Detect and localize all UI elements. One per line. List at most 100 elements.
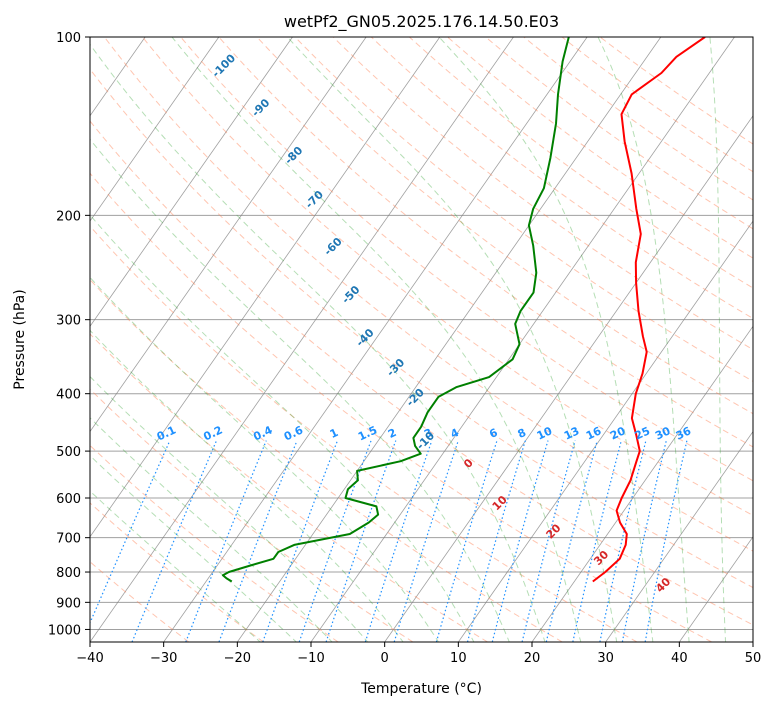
moist-adiabat [709, 37, 727, 642]
mixing-ratio-label: 10 [535, 424, 555, 442]
x-axis-ticks: −40 −30 −20 −10 0 10 20 30 40 50 [76, 642, 761, 666]
y-axis-label: Pressure (hPa) [12, 289, 28, 389]
moist-adiabat-label: 0 [461, 456, 476, 471]
mixing-ratio-line [90, 440, 171, 625]
dry-adiabat [561, 37, 753, 173]
moist-adiabat [90, 276, 440, 642]
x-axis-label: Temperature (°C) [360, 681, 482, 697]
in-plot-labels: 0.1 0.2 0.4 0.6 1 1.5 2 3 4 6 8 10 13 16 20 25 30 36-100-… [155, 51, 694, 595]
mixing-ratio-line [491, 440, 549, 642]
moist-adiabat [90, 329, 404, 642]
moist-adiabat [90, 43, 546, 642]
dewpoint-profile [221, 37, 570, 583]
mixing-ratio-label: 1 [328, 426, 340, 441]
skewed-isotherm-gridlines [0, 37, 753, 642]
mixing-ratio-label: 8 [516, 426, 528, 441]
dry-adiabat [90, 68, 753, 589]
dry-adiabat-label: -20 [404, 386, 427, 409]
x-tick-label: −10 [297, 651, 324, 666]
isotherm-line [90, 37, 514, 642]
dry-adiabat-label: -100 [209, 51, 238, 80]
moist-adiabat [171, 37, 582, 642]
dry-adiabat [370, 37, 753, 320]
isobar-gridlines [90, 37, 753, 630]
y-tick-label: 200 [56, 209, 81, 224]
mixing-ratio-label: 0.6 [282, 423, 305, 443]
dry-adiabat [142, 37, 753, 516]
moist-adiabat-label: 40 [653, 575, 673, 595]
mixing-ratio-label: 0.1 [155, 423, 178, 443]
moist-adiabat [90, 138, 510, 642]
mixing-ratio-line [599, 440, 647, 642]
x-tick-label: −30 [150, 651, 177, 666]
moist-adiabat-lines [90, 37, 727, 642]
mixing-ratio-label: 20 [608, 424, 628, 442]
mixing-ratio-line [435, 440, 498, 642]
isotherm-line [163, 37, 588, 642]
isotherm-line [90, 37, 293, 327]
mixing-ratio-line [364, 440, 433, 642]
mixing-ratio-line [644, 440, 688, 642]
isotherm-line [679, 536, 753, 642]
dry-adiabat-label: -70 [303, 188, 326, 211]
sounding-profiles [221, 37, 706, 583]
dry-adiabat [90, 388, 414, 642]
y-tick-label: 500 [56, 445, 81, 460]
dry-adiabat [90, 444, 339, 642]
dry-adiabat [294, 37, 753, 382]
mixing-ratio-line [521, 440, 576, 642]
moist-adiabat-label: 20 [544, 521, 564, 541]
y-tick-label: 1000 [48, 623, 81, 638]
dry-adiabat [90, 120, 753, 626]
moist-adiabat [90, 454, 298, 642]
moist-adiabat [90, 375, 369, 642]
x-tick-label: 30 [597, 651, 614, 666]
dry-adiabat-label: -50 [339, 283, 362, 306]
isotherm-line [90, 37, 441, 538]
dry-adiabat [256, 37, 753, 415]
dry-adiabat [599, 37, 753, 145]
y-tick-label: 100 [56, 31, 81, 46]
x-tick-label: −20 [224, 651, 251, 666]
dry-adiabat [90, 172, 712, 642]
dry-adiabat [90, 502, 264, 642]
dry-adiabat [104, 37, 753, 552]
x-tick-label: 0 [381, 651, 389, 666]
dry-adiabat [447, 37, 753, 259]
mixing-ratio-label: 2 [386, 426, 398, 441]
mixing-ratio-line [298, 440, 372, 642]
chart-title: wetPf2_GN05.2025.176.14.50.E03 [284, 12, 559, 32]
y-tick-label: 800 [56, 566, 81, 581]
x-tick-label: 50 [745, 651, 762, 666]
moist-adiabat [287, 37, 618, 642]
y-axis-ticks: 100 200 300 400 500 600 700 800 900 1000 [48, 31, 90, 638]
moist-adiabat-label: 30 [591, 548, 611, 568]
isotherm-line [0, 37, 72, 642]
dry-adiabat-label: -60 [321, 235, 344, 258]
mixing-ratio-label: 4 [449, 426, 462, 441]
mixing-ratio-line [572, 440, 622, 642]
plot-frame [89, 36, 754, 643]
dry-adiabat [485, 37, 753, 230]
mixing-ratio-label: 6 [487, 426, 500, 441]
isotherm-line [605, 430, 753, 642]
mixing-ratio-label: 25 [633, 424, 652, 442]
moist-adiabat [597, 37, 690, 642]
mixing-ratio-line [185, 440, 267, 642]
dry-adiabat-lines [90, 37, 753, 642]
isotherm-line [531, 325, 753, 642]
mixing-ratio-line [545, 440, 598, 642]
x-tick-label: −40 [76, 651, 103, 666]
isotherm-line [752, 641, 753, 642]
dry-adiabat [90, 278, 563, 642]
isotherm-line [90, 37, 367, 433]
moist-adiabat [438, 37, 654, 642]
mixing-ratio-line [393, 440, 459, 642]
mixing-ratio-line [262, 440, 339, 642]
mixing-ratio-line [466, 440, 526, 642]
mixing-ratio-label: 30 [653, 424, 673, 442]
temperature-profile [592, 37, 706, 583]
dry-adiabat [90, 225, 638, 642]
dry-adiabat [90, 561, 190, 642]
mixing-ratio-label: 0.4 [251, 423, 274, 443]
